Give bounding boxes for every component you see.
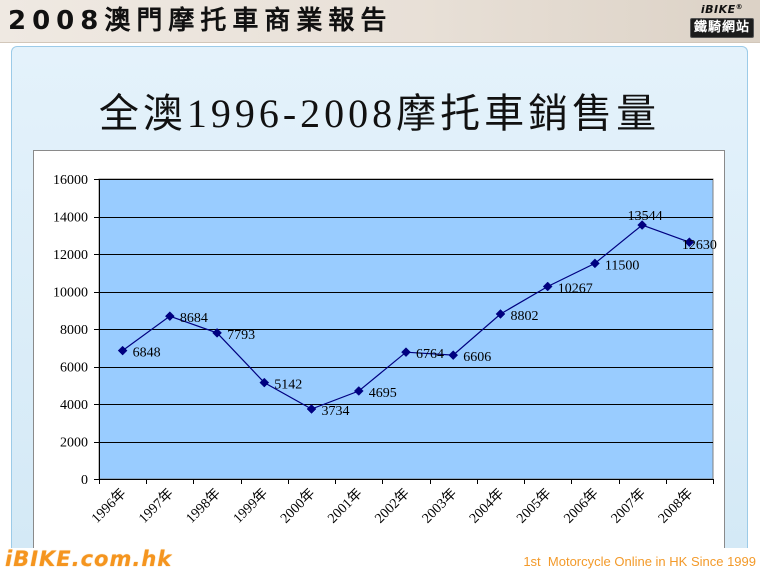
x-tick-label: 2007年 [608,486,649,527]
data-point-marker [448,350,459,360]
report-title: 2008澳門摩托車商業報告 [8,6,393,36]
y-tick-label: 16000 [53,173,88,188]
data-point-marker [495,309,506,319]
x-tick-label: 2000年 [277,486,318,527]
y-tick-label: 12000 [53,248,88,263]
y-tick-label: 14000 [53,211,88,226]
data-point-marker [590,258,600,269]
chart-title: 全澳1996-2008摩托車銷售量 [98,91,661,136]
data-label: 11500 [605,258,639,273]
data-point-marker [117,345,128,356]
y-tick-label: 0 [81,473,88,488]
logo-subtitle: 鐵騎網站 [690,18,754,38]
data-point-marker [637,220,648,230]
x-tick-label: 1999年 [230,486,271,527]
footer-tagline: 1st Motorcycle Online in HK Since 1999 [523,554,756,569]
data-label: 12630 [682,238,717,253]
data-label: 7793 [227,328,255,343]
x-tick-label: 2001年 [325,486,366,527]
data-point-marker [259,377,270,388]
footer-site-name: iBIKE.com.hk [5,547,173,570]
report-header: 2008澳門摩托車商業報告 iBIKE® 鐵騎網站 [0,0,760,43]
data-label: 6848 [133,346,161,361]
x-tick-label: 2002年 [372,486,413,527]
data-point-marker [542,281,553,292]
data-label: 10267 [558,281,593,296]
x-tick-label: 2006年 [561,486,602,527]
logo-brand-text: iBIKE [700,3,736,16]
data-label: 6606 [463,350,491,365]
line-chart: 0 2000 4000 6000 8000 10000 12000 14000 16000 199… [53,173,717,527]
data-point-marker [401,347,411,358]
x-tick-label: 2003年 [419,486,460,527]
y-tick-label: 10000 [53,286,88,301]
data-label: 6764 [416,347,444,362]
x-tick-label: 1996年 [88,486,129,527]
data-point-marker [164,311,175,322]
data-point-marker [306,404,317,414]
x-tick-label: 2004年 [466,486,507,527]
data-point-marker [353,386,364,396]
y-tick-label: 2000 [60,436,88,451]
x-tick-label: 2008年 [655,486,696,527]
data-label: 5142 [274,378,302,393]
x-tick-label: 1997年 [136,486,177,527]
footer: iBIKE.com.hk 1st Motorcycle Online in HK… [0,547,760,570]
data-label: 13544 [628,209,663,224]
data-label: 4695 [369,386,397,401]
data-label: 8684 [180,311,208,326]
ibike-logo: iBIKE® 鐵騎網站 [690,3,754,39]
y-tick-label: 6000 [60,361,88,376]
y-tick-label: 4000 [60,398,88,413]
data-label: 8802 [510,309,538,324]
registered-mark: ® [735,3,744,11]
x-tick-label: 1998年 [183,486,224,527]
data-point-marker [212,328,222,338]
logo-brand: iBIKE® [690,3,754,16]
content-panel: 全澳1996-2008摩托車銷售量 0 2000 4000 6000 8000 10000… [11,46,748,548]
data-point-marker [684,237,695,248]
y-tick-label: 8000 [60,323,88,338]
chart-frame: 0 2000 4000 6000 8000 10000 12000 14000 16000 199… [33,150,725,548]
x-tick-label: 2005年 [514,486,555,527]
data-label: 3734 [322,404,350,419]
